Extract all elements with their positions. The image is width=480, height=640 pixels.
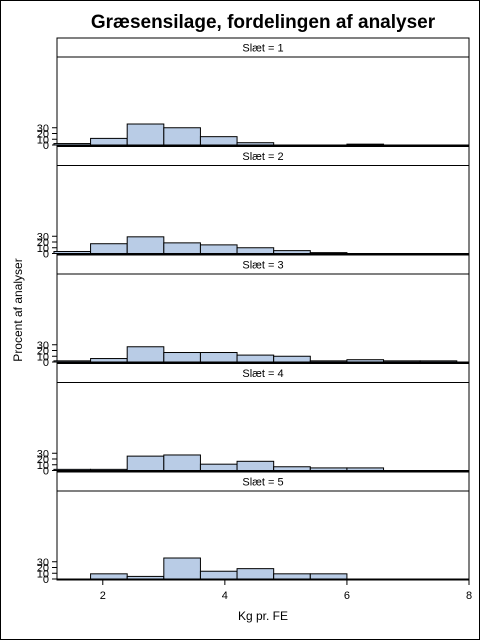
y-tick-label: 10: [37, 568, 49, 580]
panel-label: Slæt = 4: [242, 368, 283, 380]
y-tick-label: 0: [43, 249, 49, 261]
x-tick-label: 2: [100, 590, 106, 602]
panel-plot-area: [56, 56, 470, 147]
y-tick-label: 10: [37, 460, 49, 472]
chart-title: Græsensilage, fordelingen af analyser: [91, 12, 436, 33]
y-tick-label: 0: [43, 466, 49, 478]
y-tick-label: 10: [37, 351, 49, 363]
histogram-bar: [163, 454, 201, 472]
histogram-bar: [90, 358, 128, 363]
y-tick-label: 30: [37, 231, 49, 243]
panel-label: Slæt = 5: [242, 477, 283, 489]
histogram-bar: [199, 570, 238, 580]
x-tick-label: 6: [344, 590, 350, 602]
histogram-bar: [163, 242, 201, 255]
y-tick-label: 20: [37, 454, 49, 466]
histogram-bar: [199, 352, 238, 363]
histogram-bar: [90, 573, 128, 580]
histogram-bar: [236, 568, 275, 580]
y-tick-label: 30: [37, 123, 49, 135]
histogram-bar: [163, 557, 201, 580]
histogram-bar: [273, 355, 311, 363]
y-tick-label: 30: [37, 448, 49, 460]
histogram-bar: [163, 352, 201, 363]
y-tick-label: 10: [37, 134, 49, 146]
histogram-bar: [126, 236, 165, 254]
y-tick-label: 0: [43, 574, 49, 586]
y-tick-label: 0: [43, 357, 49, 369]
histogram-bar: [90, 137, 128, 146]
y-tick-label: 20: [37, 237, 49, 249]
histogram-bar: [199, 463, 238, 471]
y-tick-label: 20: [37, 346, 49, 358]
histogram-bar: [236, 354, 275, 363]
x-tick-label: 4: [222, 590, 228, 602]
histogram-bar: [199, 244, 238, 254]
histogram-bar: [236, 460, 275, 471]
y-tick-label: 0: [43, 140, 49, 152]
x-axis-label: Kg pr. FE: [238, 609, 288, 623]
x-tick-label: 8: [466, 590, 472, 602]
y-tick-label: 30: [37, 340, 49, 352]
histogram-bar: [126, 455, 165, 471]
histogram-bar: [199, 136, 238, 146]
panel-plot-area: [56, 165, 470, 255]
y-tick-label: 10: [37, 243, 49, 255]
x-axis: 2 4 6 8: [100, 580, 472, 602]
panel-plot-area: [56, 490, 470, 581]
histogram-bar: [90, 243, 128, 255]
panel-label: Slæt = 2: [242, 151, 283, 163]
histogram-bar: [236, 247, 275, 254]
y-tick-label: 20: [37, 129, 49, 141]
histogram-bar: [273, 466, 311, 472]
panel-plot-area: [56, 382, 470, 472]
panel-label: Slæt = 3: [242, 260, 283, 272]
y-axis-label: Procent af analyser: [11, 258, 25, 361]
y-tick-label: 20: [37, 563, 49, 575]
histogram-bar: [273, 573, 311, 580]
panel-plot-area: [56, 273, 470, 364]
panel-label: Slæt = 1: [242, 43, 283, 55]
histogram-bar: [126, 346, 165, 363]
histogram-bar: [163, 127, 201, 146]
y-tick-label: 30: [37, 557, 49, 569]
histogram-bar: [126, 123, 165, 146]
histogram-bar: [309, 573, 348, 580]
